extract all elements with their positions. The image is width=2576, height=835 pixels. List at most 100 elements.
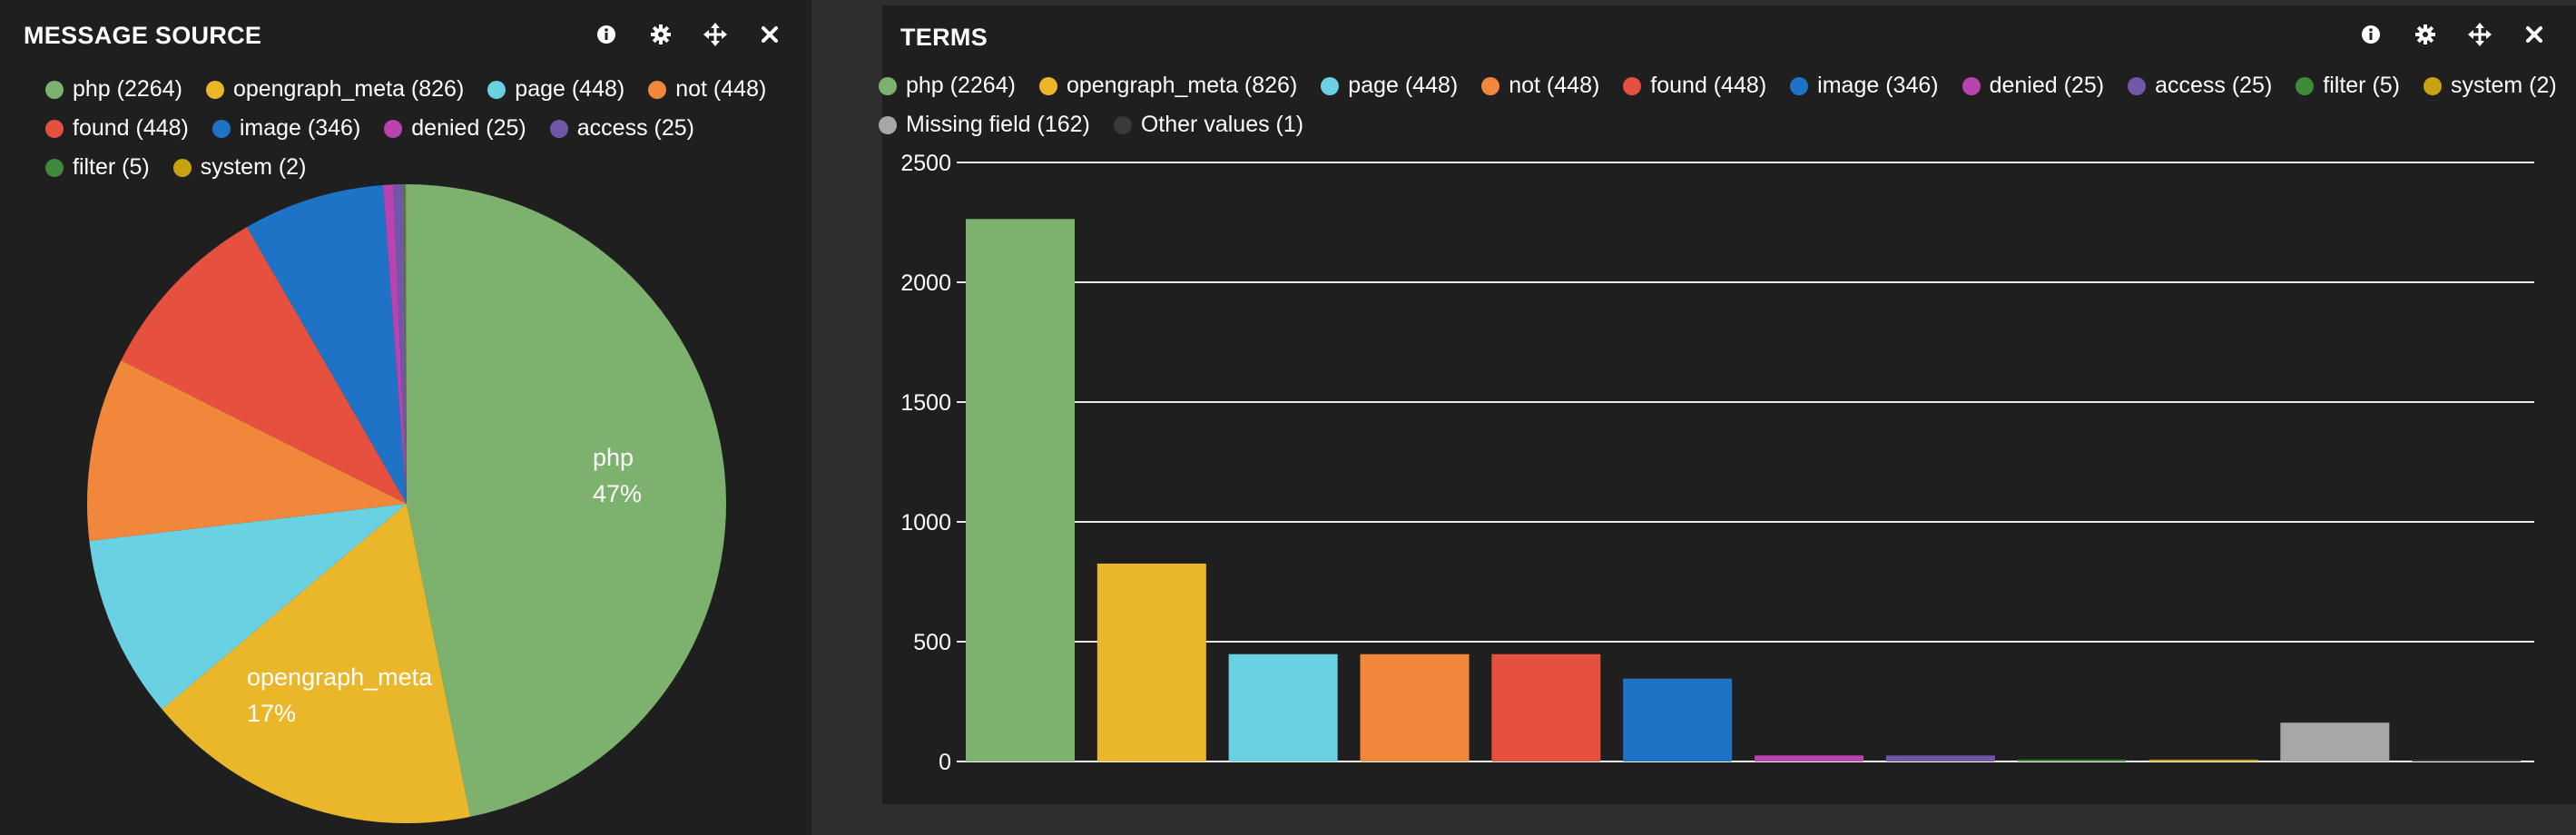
pie-slice-filter[interactable] <box>403 184 407 504</box>
pie-slice-page[interactable] <box>89 504 408 710</box>
legend-item[interactable]: access (25) <box>2128 73 2272 99</box>
legend-item[interactable]: page (448) <box>487 76 624 103</box>
legend-item[interactable]: filter (5) <box>2296 73 2400 99</box>
legend-item[interactable]: system (2) <box>172 154 307 181</box>
pie-slice-percent: 47% <box>593 480 642 507</box>
legend-item[interactable]: denied (25) <box>384 115 526 142</box>
legend-swatch <box>879 76 897 95</box>
bar-php[interactable] <box>966 219 1075 761</box>
legend-label: not (448) <box>1509 73 1600 98</box>
bar-filter[interactable] <box>2017 760 2127 761</box>
gear-icon[interactable] <box>2411 20 2440 49</box>
legend-label: opengraph_meta (826) <box>232 76 465 102</box>
legend-item[interactable]: php (2264) <box>879 73 1016 99</box>
legend-swatch <box>1961 76 1981 95</box>
bar-other-values[interactable] <box>2412 760 2522 761</box>
legend-swatch <box>384 119 403 138</box>
info-icon[interactable] <box>592 20 621 49</box>
legend-item[interactable]: system (2) <box>2424 73 2557 99</box>
panel-header: MESSAGE SOURCE <box>0 0 811 73</box>
move-icon[interactable] <box>2465 20 2494 49</box>
pie-slice-opengraph-meta[interactable] <box>162 504 471 823</box>
legend-label: denied (25) <box>411 115 526 141</box>
pie-slice-system[interactable] <box>406 184 407 504</box>
legend-swatch <box>1321 76 1340 95</box>
legend-item[interactable]: opengraph_meta (826) <box>205 76 465 103</box>
legend-item[interactable]: access (25) <box>549 115 694 142</box>
legend-swatch <box>2296 76 2315 95</box>
pie-slice-image[interactable] <box>247 184 407 505</box>
legend-item[interactable]: opengraph_meta (826) <box>1038 73 1298 99</box>
legend-swatch <box>549 119 568 138</box>
legend-swatch <box>487 80 506 99</box>
legend-swatch <box>1113 115 1132 134</box>
pie-slice-denied[interactable] <box>382 184 407 504</box>
bar-not[interactable] <box>1360 653 1470 761</box>
legend-label: access (25) <box>576 115 694 141</box>
legend-label: page (448) <box>1348 73 1459 98</box>
panel-title: MESSAGE SOURCE <box>24 22 262 49</box>
legend-swatch <box>172 158 192 177</box>
legend-item[interactable]: Other values (1) <box>1113 112 1304 138</box>
legend-item[interactable]: page (448) <box>1321 73 1458 99</box>
pie-chart: php 47% opengraph_meta 17% <box>87 184 727 823</box>
legend-swatch <box>1790 76 1809 95</box>
legend-item[interactable]: image (346) <box>1790 73 1939 99</box>
bar-opengraph-meta[interactable] <box>1096 563 1206 761</box>
y-tick-label: 1000 <box>900 510 951 535</box>
legend-swatch <box>1038 76 1057 95</box>
legend-swatch <box>45 158 64 177</box>
close-icon[interactable] <box>2520 20 2549 49</box>
panel-title: TERMS <box>900 24 988 51</box>
pie-slice-found[interactable] <box>121 227 407 504</box>
pie-slice-label: opengraph_meta <box>247 663 433 691</box>
y-tick-label: 2500 <box>900 151 951 176</box>
legend-item[interactable]: php (2264) <box>45 76 182 103</box>
bar-missing-field[interactable] <box>2280 722 2390 761</box>
legend-label: filter (5) <box>73 154 150 180</box>
legend-label: found (448) <box>73 115 189 141</box>
legend-label: system (2) <box>200 154 307 180</box>
legend-swatch <box>2424 76 2443 95</box>
legend-item[interactable]: denied (25) <box>1961 73 2105 99</box>
gear-icon[interactable] <box>646 20 675 49</box>
panel-toolbar <box>592 20 784 49</box>
bar-page[interactable] <box>1228 653 1338 761</box>
legend-label: filter (5) <box>2323 73 2401 98</box>
bar-found[interactable] <box>1491 653 1601 761</box>
y-tick-label: 500 <box>913 630 951 655</box>
close-icon[interactable] <box>755 20 784 49</box>
pie-slice-access[interactable] <box>393 184 407 504</box>
legend-label: opengraph_meta (826) <box>1066 73 1298 98</box>
info-icon[interactable] <box>2356 20 2385 49</box>
legend-swatch <box>211 119 231 138</box>
bar-denied[interactable] <box>1755 755 1863 761</box>
legend-swatch <box>1481 76 1500 95</box>
bar-legend: php (2264) opengraph_meta (826) page (44… <box>879 73 2558 138</box>
legend-label: php (2264) <box>73 76 182 102</box>
legend-item[interactable]: not (448) <box>1481 73 1599 99</box>
move-icon[interactable] <box>701 20 730 49</box>
bar-access[interactable] <box>1885 755 1995 761</box>
legend-item[interactable]: found (448) <box>45 115 189 142</box>
pie-slice-not[interactable] <box>87 360 407 541</box>
legend-label: page (448) <box>515 76 625 102</box>
legend-item[interactable]: not (448) <box>648 76 766 103</box>
legend-item[interactable]: Missing field (162) <box>879 112 1090 138</box>
legend-label: Other values (1) <box>1140 112 1304 137</box>
legend-label: denied (25) <box>1989 73 2105 98</box>
panel-toolbar <box>2356 20 2549 49</box>
message-source-panel: MESSAGE SOURCE php (2264) opengraph_meta… <box>0 0 811 835</box>
bar-chart: 0 500 1000 1500 2000 2500 <box>900 151 2534 775</box>
legend-swatch <box>205 80 224 99</box>
legend-item[interactable]: filter (5) <box>45 154 150 181</box>
legend-swatch <box>879 115 897 134</box>
legend-swatch <box>1623 76 1642 95</box>
pie-slice-php[interactable] <box>407 184 727 817</box>
legend-item[interactable]: image (346) <box>211 115 361 142</box>
bar-system[interactable] <box>2148 760 2258 761</box>
legend-label: image (346) <box>239 115 361 141</box>
bar-image[interactable] <box>1623 678 1733 761</box>
legend-label: access (25) <box>2155 73 2273 98</box>
legend-item[interactable]: found (448) <box>1623 73 1766 99</box>
